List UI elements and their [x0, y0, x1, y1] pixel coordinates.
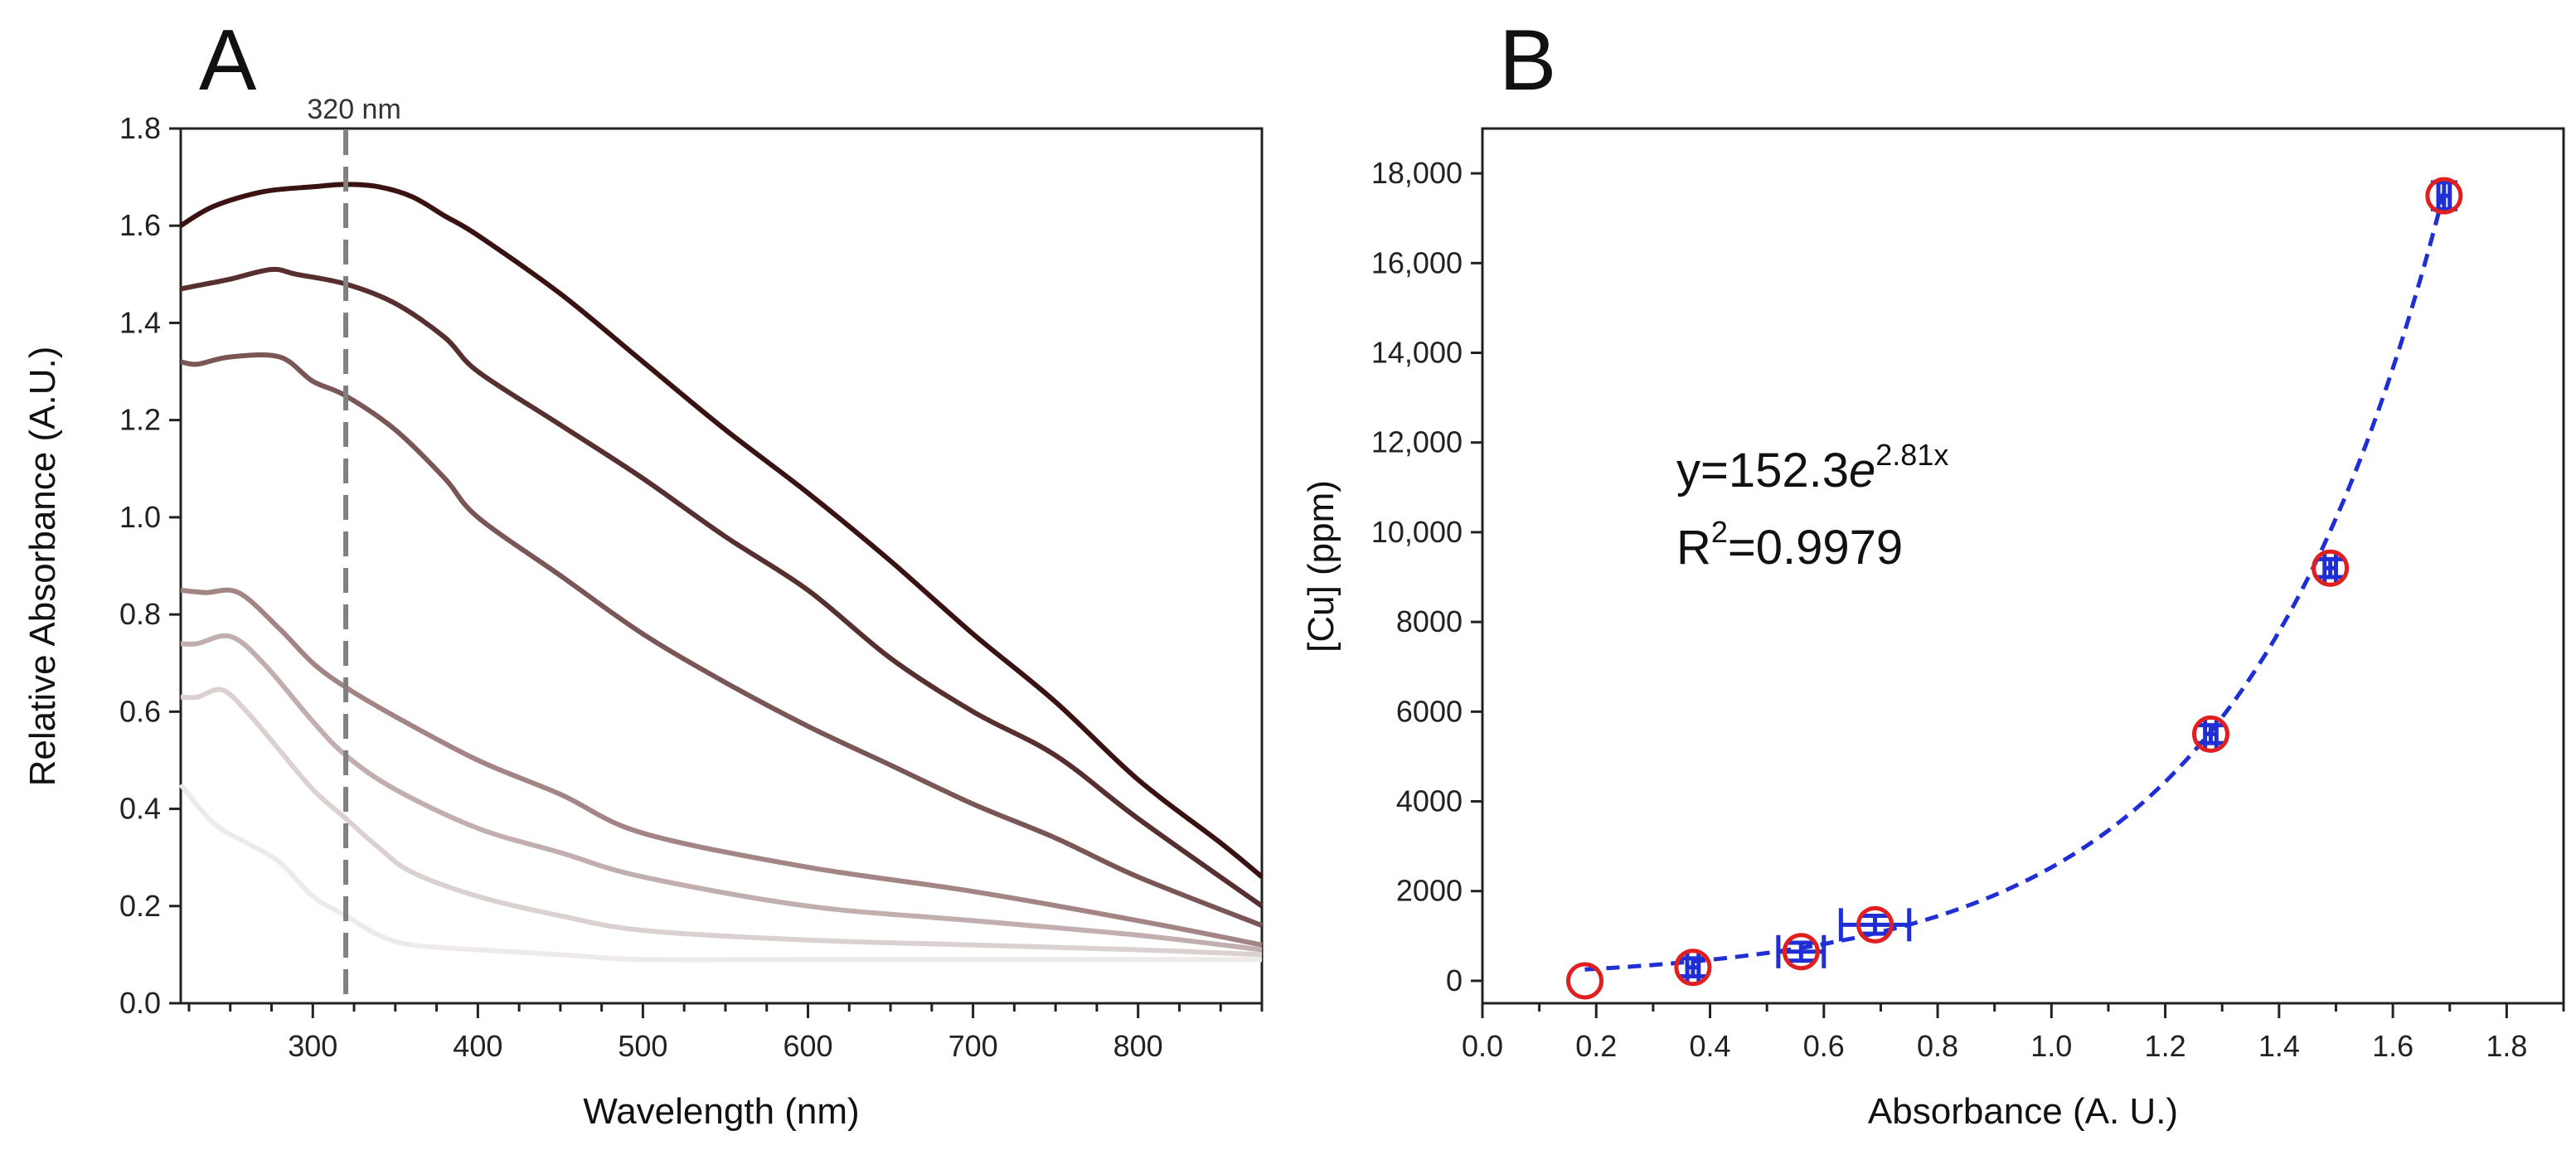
a-y-tick-label: 1.4 — [119, 305, 161, 339]
spectrum-line-1 — [178, 783, 1262, 963]
exponential-fit-curve — [1584, 191, 2447, 972]
panel-label-a: A — [199, 12, 257, 109]
panel-a-plot-frame — [179, 127, 1264, 1005]
data-point — [1566, 962, 1604, 1000]
a-x-tick-label: 700 — [948, 1029, 998, 1063]
data-point — [1782, 933, 1820, 971]
a-x-tick-label: 400 — [453, 1029, 502, 1063]
b-y-tick-label: 8000 — [1396, 604, 1463, 638]
a-y-tick-label: 1.6 — [119, 208, 161, 242]
b-y-tick-label: 18,000 — [1371, 156, 1463, 190]
panel-a-spectra-chart: 320 nm 0.0 0.2 0.4 0.6 0.8 1.0 1.2 1.4 1.6 1.8 30… — [22, 94, 1264, 1132]
fit-r-squared: R2=0.9979 — [1676, 515, 1903, 575]
spectrum-line-3 — [180, 633, 1263, 953]
b-y-tick-label: 4000 — [1396, 784, 1463, 818]
wavelength-marker-label: 320 nm — [307, 94, 400, 125]
data-point — [1674, 949, 1712, 987]
data-point — [1856, 905, 1894, 944]
panel-a-y-axis: 0.0 0.2 0.4 0.6 0.8 1.0 1.2 1.4 1.6 1.8 — [119, 111, 181, 1020]
b-x-tick-label: 1.0 — [2030, 1029, 2072, 1063]
data-point — [2191, 715, 2229, 753]
a-y-tick-label: 0.0 — [119, 986, 161, 1020]
b-x-tick-label: 1.8 — [2486, 1029, 2527, 1063]
b-x-tick-label: 1.4 — [2258, 1029, 2300, 1063]
b-y-tick-label: 14,000 — [1371, 336, 1463, 370]
panel-a-x-axis-title: Wavelength (nm) — [583, 1091, 859, 1132]
a-y-tick-label: 0.4 — [119, 792, 161, 826]
data-point — [2425, 177, 2463, 215]
panel-b-x-axis-title: Absorbance (A. U.) — [1868, 1091, 2178, 1132]
panel-b-x-axis: 0.0 0.2 0.4 0.6 0.8 1.0 1.2 1.4 1.6 1.8 — [1462, 1003, 2565, 1063]
a-y-tick-label: 1.0 — [119, 500, 161, 534]
panel-b-points-group — [1566, 177, 2463, 1000]
b-x-tick-label: 0.8 — [1917, 1029, 1958, 1063]
spectrum-line-2 — [180, 687, 1263, 958]
panel-a-x-axis: 300 400 500 600 700 800 — [187, 1003, 1264, 1063]
data-point — [2312, 549, 2350, 587]
panel-b-plot-frame — [1481, 127, 2565, 1005]
panel-a-y-axis-title: Relative Absorbance (A.U.) — [22, 347, 63, 787]
b-x-tick-label: 0.2 — [1575, 1029, 1617, 1063]
b-y-tick-label: 12,000 — [1371, 425, 1463, 459]
b-y-tick-label: 16,000 — [1371, 245, 1463, 279]
b-x-tick-label: 0.6 — [1803, 1029, 1845, 1063]
a-x-tick-label: 300 — [288, 1029, 337, 1063]
panel-b-y-axis: 0 2000 4000 6000 8000 10,000 12,000 14,000 16,00… — [1371, 156, 1482, 997]
b-y-tick-label: 6000 — [1396, 694, 1463, 728]
b-x-tick-label: 1.6 — [2372, 1029, 2413, 1063]
b-y-tick-label: 2000 — [1396, 874, 1463, 908]
b-x-tick-label: 0.4 — [1690, 1029, 1731, 1063]
panel-b-calibration-chart: y=152.3e2.81x R2=0.9979 0 2000 4000 6000 800… — [1301, 127, 2565, 1132]
a-x-tick-label: 500 — [618, 1029, 667, 1063]
a-x-tick-label: 800 — [1113, 1029, 1163, 1063]
panel-a-series-group — [178, 182, 1264, 963]
a-y-tick-label: 1.8 — [119, 111, 161, 145]
a-y-tick-label: 0.6 — [119, 694, 161, 728]
spectrum-line-7 — [179, 182, 1264, 879]
fit-equation: y=152.3e2.81x — [1676, 438, 1948, 497]
b-y-tick-label: 0 — [1446, 963, 1463, 997]
b-y-tick-label: 10,000 — [1371, 515, 1463, 549]
spectrum-line-4 — [180, 587, 1263, 948]
panel-label-b: B — [1499, 12, 1556, 109]
b-x-tick-label: 1.2 — [2145, 1029, 2186, 1063]
panel-b-y-axis-title: [Cu] (ppm) — [1301, 480, 1341, 653]
b-x-tick-label: 0.0 — [1462, 1029, 1503, 1063]
a-y-tick-label: 0.2 — [119, 889, 161, 923]
a-y-tick-label: 0.8 — [119, 597, 161, 631]
spectrum-line-6 — [180, 266, 1264, 909]
a-y-tick-label: 1.2 — [119, 403, 161, 437]
spectrum-line-5 — [180, 352, 1264, 928]
a-x-tick-label: 600 — [783, 1029, 832, 1063]
